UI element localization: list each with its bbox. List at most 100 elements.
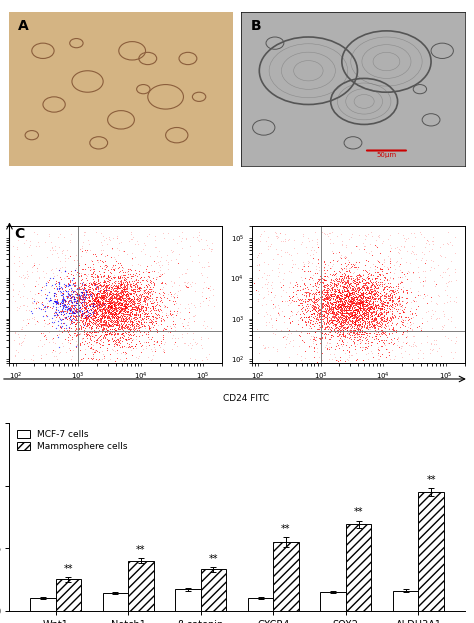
Point [313, 308, 320, 318]
Point [126, 310, 133, 320]
Point [98, 298, 105, 308]
Point [189, 328, 196, 338]
Point [337, 271, 345, 281]
Point [366, 312, 374, 322]
Point [100, 304, 108, 314]
Point [112, 281, 119, 291]
Point [402, 298, 410, 308]
Point [81, 290, 88, 300]
Point [110, 312, 118, 322]
Point [332, 310, 340, 320]
Point [128, 304, 136, 314]
Point [343, 302, 351, 312]
Point [348, 311, 356, 321]
Point [100, 283, 108, 293]
Point [345, 290, 353, 300]
Point [401, 321, 409, 331]
Point [128, 321, 136, 331]
Point [367, 276, 374, 286]
Point [22, 235, 30, 245]
Point [145, 272, 152, 282]
Point [90, 305, 97, 315]
Point [112, 308, 119, 318]
Point [75, 315, 82, 325]
Point [89, 323, 96, 333]
Point [124, 290, 132, 300]
Point [338, 303, 346, 313]
Point [120, 286, 128, 296]
Point [354, 270, 362, 280]
Point [400, 327, 407, 337]
Point [384, 347, 392, 357]
Point [107, 300, 114, 310]
Point [107, 298, 114, 308]
Point [118, 312, 126, 321]
Point [346, 298, 354, 308]
Point [61, 295, 69, 305]
Point [108, 278, 116, 288]
Point [77, 298, 84, 308]
Point [98, 281, 106, 291]
Point [88, 289, 95, 299]
Point [346, 325, 354, 335]
Point [110, 289, 118, 299]
Point [305, 294, 313, 304]
Point [113, 282, 120, 292]
Point [365, 303, 373, 313]
Point [59, 298, 66, 308]
Point [310, 343, 318, 353]
Point [359, 303, 366, 313]
Point [354, 323, 362, 333]
Point [93, 319, 100, 329]
Point [342, 304, 350, 314]
Point [100, 292, 107, 302]
Point [365, 286, 373, 296]
Point [40, 315, 47, 325]
Point [394, 333, 401, 343]
Point [330, 349, 338, 359]
Point [159, 282, 166, 292]
Point [101, 318, 109, 328]
Point [347, 325, 355, 335]
Point [116, 272, 124, 282]
Point [98, 312, 106, 322]
Point [73, 313, 80, 323]
Point [89, 313, 96, 323]
Point [383, 284, 391, 294]
Point [345, 356, 352, 366]
Point [332, 303, 340, 313]
Point [380, 307, 388, 316]
Point [336, 319, 344, 329]
Point [55, 242, 63, 252]
Point [330, 283, 337, 293]
Point [124, 296, 132, 306]
Point [354, 302, 361, 312]
Point [119, 290, 127, 300]
Point [153, 337, 160, 347]
Point [83, 321, 91, 331]
Point [318, 326, 325, 336]
Point [255, 260, 263, 270]
Point [339, 329, 346, 339]
Point [82, 319, 89, 329]
Point [118, 293, 126, 303]
Point [374, 293, 382, 303]
Point [363, 277, 370, 287]
Point [9, 240, 17, 250]
Point [117, 291, 124, 301]
Point [36, 335, 44, 345]
Point [66, 302, 74, 312]
Point [75, 284, 82, 294]
Point [363, 272, 371, 282]
Point [137, 309, 144, 319]
Point [396, 322, 403, 332]
Point [168, 333, 176, 343]
Point [264, 244, 272, 254]
Point [54, 294, 61, 304]
Point [293, 307, 301, 317]
Point [310, 245, 318, 255]
Point [345, 298, 353, 308]
Point [345, 310, 353, 320]
Point [106, 288, 114, 298]
Point [75, 303, 83, 313]
